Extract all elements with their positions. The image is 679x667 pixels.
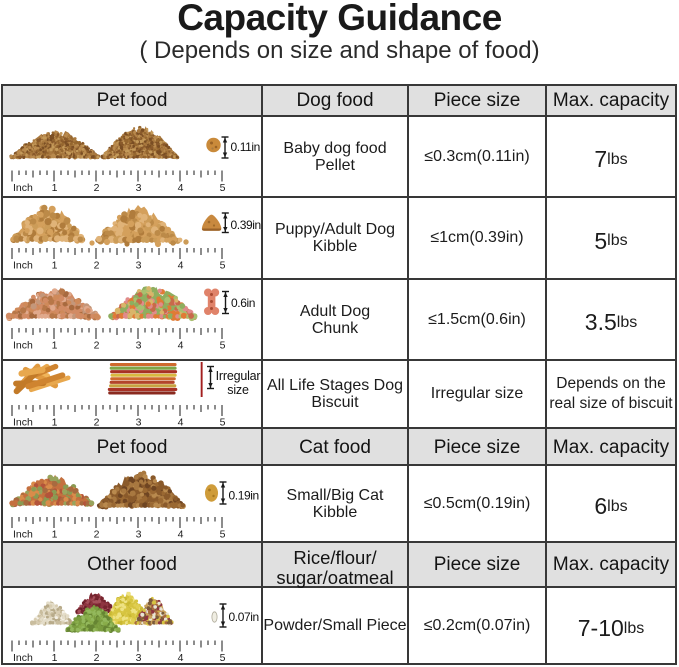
svg-text:0.6in: 0.6in [231, 296, 255, 310]
svg-text:0.07in: 0.07in [229, 610, 259, 624]
svg-text:size: size [227, 383, 249, 397]
svg-text:0.11in: 0.11in [231, 140, 260, 154]
svg-text:0.39in: 0.39in [231, 218, 261, 232]
svg-text:Irregular: Irregular [216, 369, 261, 383]
svg-text:0.19in: 0.19in [229, 489, 259, 503]
